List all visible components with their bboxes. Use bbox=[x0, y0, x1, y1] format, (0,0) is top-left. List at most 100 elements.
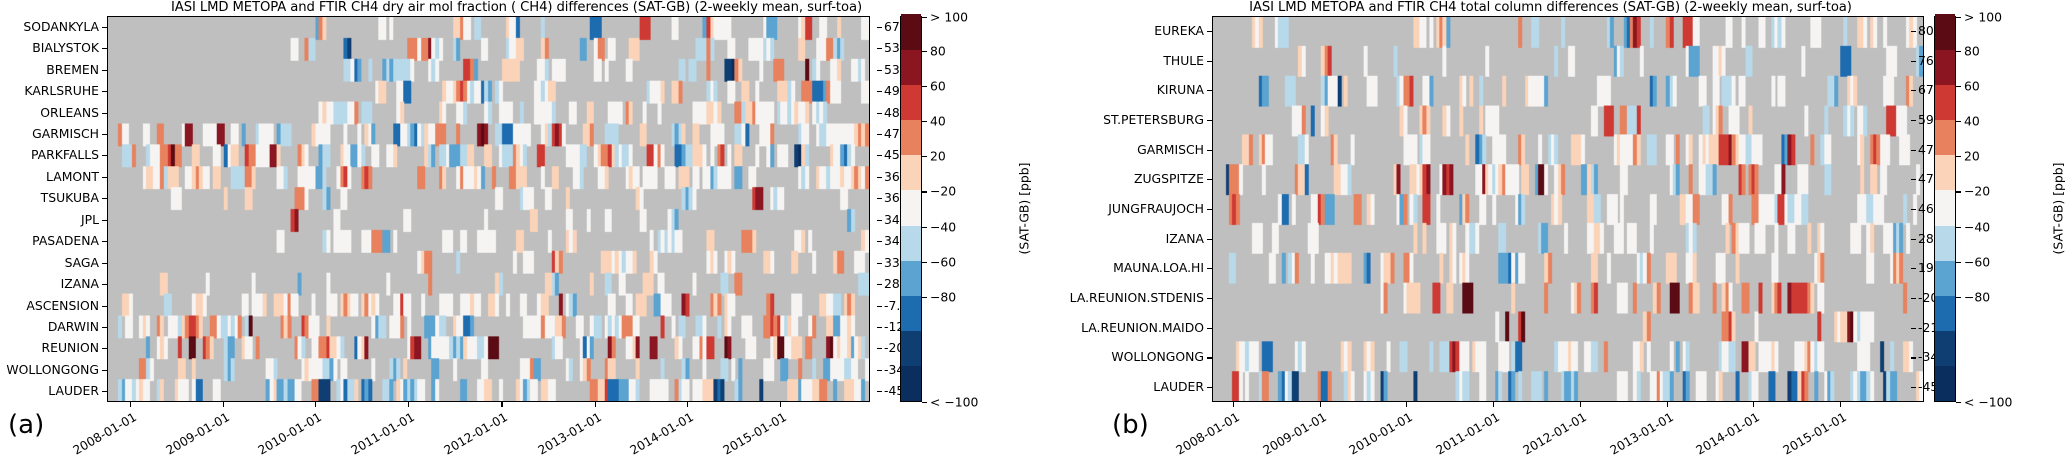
station-label: IZANA bbox=[1165, 230, 1204, 246]
station-label: BREMEN bbox=[46, 61, 99, 77]
colorbar-segment bbox=[901, 84, 921, 121]
station-label: WOLLONGONG bbox=[1111, 349, 1204, 365]
y-axis-tick-right bbox=[877, 198, 882, 200]
y-axis-tick bbox=[1207, 30, 1212, 32]
colorbar-segment bbox=[1935, 84, 1955, 121]
x-axis-tick bbox=[222, 402, 225, 407]
colorbar-tick bbox=[1956, 401, 1961, 403]
y-axis-tick-right bbox=[877, 91, 882, 93]
colorbar-tick-label: < −100 bbox=[930, 394, 979, 409]
y-axis-tick bbox=[1207, 149, 1212, 151]
y-axis-tick bbox=[1207, 387, 1212, 389]
colorbar-segment bbox=[1935, 189, 1955, 226]
station-label: SODANKYLA bbox=[23, 18, 99, 34]
colorbar-tick-label: 60 bbox=[1964, 78, 1980, 94]
colorbar-gradient bbox=[1934, 14, 1956, 402]
x-axis-tick bbox=[129, 402, 131, 407]
y-axis-tick-right bbox=[1911, 327, 1916, 329]
date-tick-label: 2009-01-01 bbox=[163, 410, 232, 458]
y-axis-tick-right bbox=[877, 176, 882, 178]
colorbar-axis-label: (SAT-GB) [ppb] bbox=[1016, 162, 1032, 255]
x-axis-tick bbox=[1320, 402, 1322, 407]
station-label: LAMONT bbox=[46, 168, 99, 184]
y-axis-tick bbox=[102, 305, 107, 307]
date-tick-label: 2011-01-01 bbox=[1433, 410, 1503, 458]
station-label: REUNION bbox=[41, 340, 99, 356]
colorbar-tick-label: −80 bbox=[930, 289, 957, 305]
station-label: DARWIN bbox=[47, 318, 99, 334]
colorbar-tick bbox=[1956, 16, 1961, 18]
station-label: BIALYSTOK bbox=[32, 39, 99, 55]
y-axis-tick-right bbox=[1911, 119, 1916, 122]
colorbar-tick bbox=[1956, 121, 1961, 123]
y-axis-tick bbox=[1207, 60, 1212, 62]
y-axis-tick-right bbox=[1911, 179, 1916, 181]
y-axis-tick-right bbox=[1911, 60, 1916, 62]
y-axis-tick bbox=[1207, 238, 1212, 240]
panel-b-heatmap-canvas bbox=[1213, 17, 1923, 401]
y-axis-tick-right bbox=[1911, 209, 1916, 211]
station-label: JPL bbox=[80, 211, 99, 227]
x-axis-tick bbox=[1666, 402, 1669, 407]
panel-b-colorbar: > 100 80 60 40 20 −20 −40 −60 −80 < −100 (SAT-GB) … bbox=[1934, 9, 2066, 409]
x-axis-tick bbox=[315, 402, 317, 407]
y-axis-tick-right bbox=[877, 369, 882, 371]
colorbar-tick bbox=[922, 121, 927, 123]
colorbar-tick bbox=[922, 226, 927, 228]
y-axis-tick-right bbox=[877, 133, 882, 136]
colorbar-tick bbox=[1956, 156, 1961, 158]
y-axis-tick bbox=[1207, 119, 1212, 122]
colorbar-tick bbox=[922, 16, 927, 18]
y-axis-tick-right bbox=[877, 348, 882, 350]
colorbar-tick bbox=[922, 191, 927, 193]
colorbar-gradient bbox=[900, 14, 922, 402]
date-tick-label: 2012-01-01 bbox=[442, 410, 511, 458]
panel-b-heatmap[interactable] bbox=[1212, 16, 1924, 402]
date-tick-label: 2010-01-01 bbox=[1347, 410, 1416, 458]
y-axis-tick-right bbox=[877, 284, 882, 286]
station-label: EUREKA bbox=[1154, 22, 1204, 38]
colorbar-tick-label: −20 bbox=[930, 183, 957, 199]
y-axis-tick-right bbox=[877, 305, 882, 307]
colorbar-segment bbox=[901, 295, 921, 331]
y-axis-tick-right bbox=[1911, 149, 1916, 151]
colorbar-segment bbox=[1935, 14, 1955, 51]
date-tick-label: 2008-01-01 bbox=[70, 410, 139, 458]
date-tick-label: 2012-01-01 bbox=[1520, 410, 1590, 458]
colorbar-tick-label: −60 bbox=[930, 254, 957, 270]
x-axis-tick bbox=[1406, 402, 1408, 407]
station-label: LA.REUNION.MAIDO bbox=[1081, 319, 1204, 335]
colorbar-segment bbox=[901, 49, 921, 86]
date-tick-label: 2013-01-01 bbox=[1607, 410, 1676, 458]
date-tick-label: 2010-01-01 bbox=[255, 410, 325, 458]
colorbar-tick bbox=[922, 296, 927, 298]
y-axis-tick-right bbox=[877, 391, 882, 393]
colorbar-tick-label: 80 bbox=[1964, 43, 1980, 59]
colorbar-tick-label: 80 bbox=[930, 43, 946, 59]
station-label: IZANA bbox=[60, 275, 99, 291]
colorbar-tick bbox=[922, 261, 927, 263]
colorbar-tick-label: −40 bbox=[1964, 219, 1991, 235]
colorbar-tick-label: 40 bbox=[930, 113, 946, 129]
x-axis-tick bbox=[1839, 402, 1842, 407]
colorbar-segment bbox=[1935, 154, 1955, 191]
station-label: LAUDER bbox=[1153, 378, 1204, 394]
panel-a-station-labels: SODANKYLA BIALYSTOK BREMEN KARLSRUHE ORLEANS… bbox=[1, 16, 99, 402]
station-label: LAUDER bbox=[48, 383, 99, 399]
x-axis-tick bbox=[501, 402, 503, 407]
y-axis-tick bbox=[1207, 298, 1212, 300]
colorbar-segment bbox=[1935, 260, 1955, 296]
y-axis-tick-right bbox=[1911, 298, 1916, 300]
y-axis-tick-right bbox=[1911, 30, 1916, 32]
panel-a-title: IASI LMD METOPA and FTIR CH4 dry air mol… bbox=[170, 0, 862, 15]
panel-a-heatmap[interactable] bbox=[107, 16, 870, 402]
colorbar-tick bbox=[1956, 226, 1961, 228]
station-label: LA.REUNION.STDENIS bbox=[1069, 289, 1204, 305]
y-axis-tick bbox=[102, 391, 107, 393]
date-tick-label: 2014-01-01 bbox=[627, 410, 696, 458]
x-axis-tick bbox=[1753, 402, 1755, 407]
y-axis-tick-right bbox=[877, 48, 882, 50]
panel-b-title: IASI LMD METOPA and FTIR CH4 total colum… bbox=[1249, 0, 1852, 15]
colorbar-segment bbox=[1935, 119, 1955, 156]
